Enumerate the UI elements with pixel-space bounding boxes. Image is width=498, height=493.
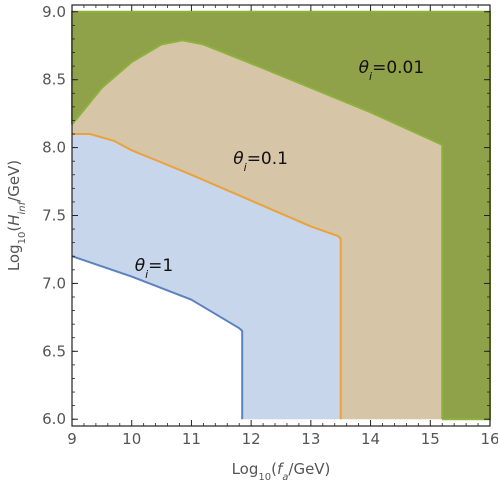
y-tick-label: 6.5 [42,342,66,360]
y-axis-title: Log10(Hinf/GeV) [5,160,28,271]
x-tick-label: 13 [301,430,320,448]
x-tick-label: 16 [480,430,498,448]
x-tick-label: 14 [361,430,380,448]
y-tick-label: 9.0 [42,3,66,21]
region-annotations: θi=0.01 θi=0.1 θi=1 [135,58,425,281]
x-tick-label: 12 [242,430,261,448]
x-axis-title: Log10(fa/GeV) [232,460,331,483]
y-tick-label: 8.0 [42,139,66,157]
y-tick-label: 6.0 [42,410,66,428]
y-tick-label: 7.5 [42,207,66,225]
x-axis-ticks: 9 10 11 12 13 14 15 16 [67,5,498,448]
x-tick-label: 9 [67,430,77,448]
region-theta-i-0-1 [72,40,443,420]
label-theta-i-0-1: θi=0.1 [233,149,288,174]
x-tick-label: 15 [421,430,440,448]
y-tick-label: 7.0 [42,274,66,292]
x-tick-label: 11 [182,430,201,448]
region-theta-i-1 [72,134,341,420]
y-tick-label: 8.5 [42,71,66,89]
y-axis-ticks: 6.0 6.5 7.0 7.5 8.0 8.5 9.0 [42,3,490,428]
boundary-theta-i-0-01 [71,39,444,420]
regions [72,11,490,420]
label-theta-i-0-01: θi=0.01 [359,58,425,83]
region-theta-i-0-01 [72,11,490,420]
boundary-theta-i-0-1 [72,133,342,420]
label-theta-i-1: θi=1 [135,256,174,281]
x-tick-label: 10 [122,430,141,448]
boundary-theta-i-1 [71,255,244,420]
